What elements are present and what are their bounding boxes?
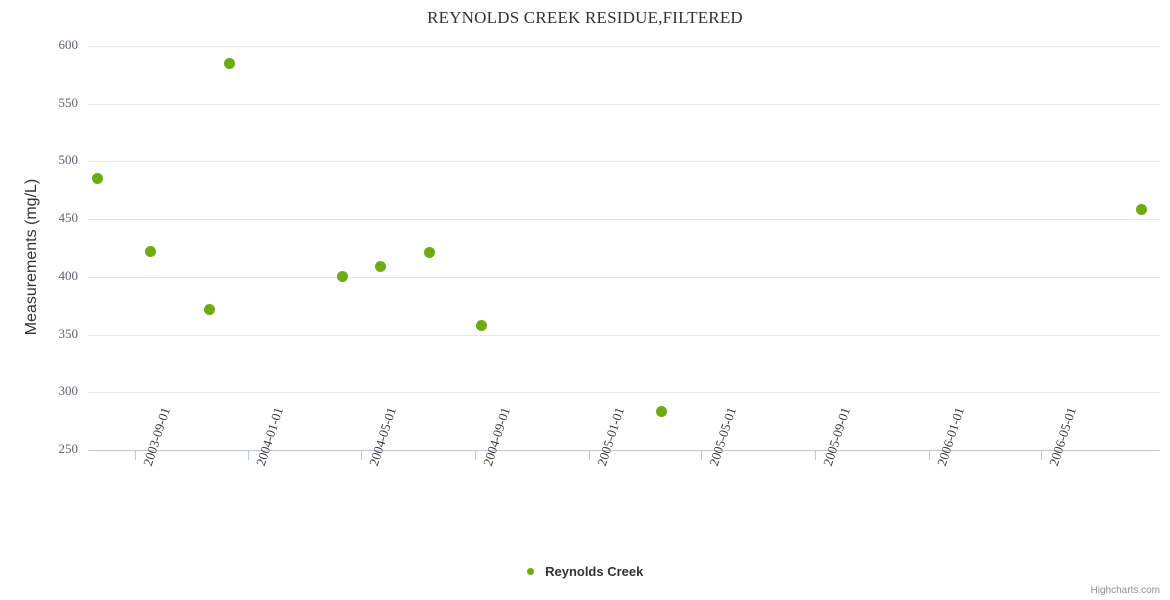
- gridline: [88, 334, 1160, 336]
- y-tick-label: 450: [58, 210, 79, 226]
- legend-item-reynolds-creek[interactable]: Reynolds Creek: [526, 563, 644, 581]
- x-tick-mark: [360, 451, 362, 460]
- data-point[interactable]: [204, 304, 214, 314]
- y-tick-label: 350: [58, 325, 79, 341]
- gridline: [88, 161, 1160, 163]
- data-point[interactable]: [1136, 205, 1146, 215]
- legend-item-label: Reynolds Creek: [545, 564, 644, 580]
- gridline: [88, 103, 1160, 105]
- y-tick-label: 550: [58, 94, 79, 110]
- y-tick-label: 600: [58, 37, 79, 52]
- data-point[interactable]: [145, 246, 155, 256]
- x-tick-mark: [589, 451, 591, 460]
- x-tick-mark: [134, 451, 136, 460]
- data-point[interactable]: [375, 261, 385, 271]
- gridline: [88, 219, 1160, 221]
- y-axis: Measurements (mg/L) 600 550 500 450 400 350 30…: [0, 0, 78, 600]
- x-tick-mark: [248, 451, 250, 460]
- y-tick-label: 500: [58, 152, 79, 168]
- gridline: [88, 392, 1160, 394]
- x-axis-line: [88, 450, 1160, 451]
- data-point[interactable]: [92, 174, 102, 184]
- data-point[interactable]: [425, 248, 435, 258]
- legend-marker-icon: [526, 568, 534, 576]
- data-point[interactable]: [477, 320, 487, 330]
- x-tick-mark: [815, 451, 817, 460]
- x-tick-mark: [929, 451, 931, 460]
- gridline: [88, 46, 1160, 47]
- chart-title: REYNOLDS CREEK RESIDUE,FILTERED: [427, 8, 743, 27]
- data-point[interactable]: [337, 272, 347, 282]
- chart-legend: Reynolds Creek: [0, 563, 1170, 581]
- y-tick-label: 300: [58, 383, 79, 399]
- data-point[interactable]: [225, 58, 235, 68]
- y-tick-label: 400: [58, 267, 79, 283]
- gridline: [88, 276, 1160, 278]
- x-tick-mark: [700, 451, 702, 460]
- plot-area: [88, 46, 1160, 451]
- x-tick-mark: [1040, 451, 1042, 460]
- x-tick-mark: [475, 451, 477, 460]
- y-tick-label: 250: [58, 441, 79, 456]
- credits-label: Highcharts.com: [1090, 585, 1160, 596]
- data-point[interactable]: [657, 407, 667, 417]
